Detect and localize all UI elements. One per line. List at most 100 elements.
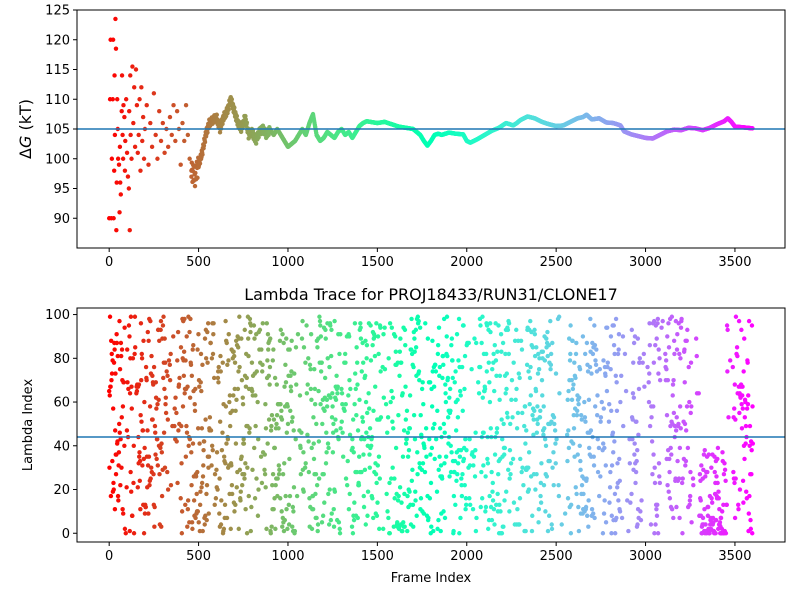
lambda-point xyxy=(429,404,435,409)
lambda-point xyxy=(617,509,623,514)
lambda-point xyxy=(717,520,723,525)
lambda-point xyxy=(617,456,622,462)
lambda-point xyxy=(368,358,374,363)
lambda-point xyxy=(198,380,203,385)
lambda-point xyxy=(515,506,520,512)
lambda-point xyxy=(288,373,293,378)
lambda-point xyxy=(723,531,729,536)
lambda-point xyxy=(570,386,576,392)
lambda-point xyxy=(197,384,202,389)
lambda-point xyxy=(435,351,441,357)
lambda-point xyxy=(361,493,366,499)
lambda-point xyxy=(108,338,114,344)
lambda-point xyxy=(498,332,504,337)
lambda-point xyxy=(542,426,547,431)
lambda-point xyxy=(274,412,280,418)
lambda-point xyxy=(374,321,379,326)
lambda-point xyxy=(124,485,129,490)
lambda-point xyxy=(132,351,137,357)
lambda-point xyxy=(269,412,275,418)
lambda-point xyxy=(611,323,616,328)
lambda-point xyxy=(631,360,636,365)
lambda-point xyxy=(409,316,414,322)
lambda-point xyxy=(489,469,494,475)
lambda-point xyxy=(168,351,173,357)
lambda-point xyxy=(687,399,692,405)
lambda-point xyxy=(252,336,257,341)
y-tick-label: 80 xyxy=(53,352,70,367)
lambda-point xyxy=(367,465,372,470)
lambda-point xyxy=(110,458,115,464)
lambda-point xyxy=(386,356,391,361)
lambda-point xyxy=(431,528,436,534)
lambda-point xyxy=(397,485,403,490)
lambda-point xyxy=(676,421,681,427)
lambda-point xyxy=(689,404,694,409)
lambda-point xyxy=(543,443,549,448)
lambda-point xyxy=(385,430,390,435)
lambda-point xyxy=(252,496,258,501)
lambda-point xyxy=(313,491,318,497)
lambda-point xyxy=(151,472,156,477)
lambda-point xyxy=(258,454,264,459)
lambda-point xyxy=(367,426,373,431)
lambda-point xyxy=(542,358,548,363)
lambda-point xyxy=(271,417,277,422)
delta-g-point xyxy=(162,150,167,155)
lambda-point xyxy=(593,362,599,368)
lambda-point xyxy=(233,502,238,508)
lambda-point xyxy=(174,439,179,444)
lambda-point xyxy=(188,316,193,322)
lambda-point xyxy=(328,353,334,359)
lambda-point xyxy=(276,463,282,468)
lambda-point xyxy=(314,515,319,521)
lambda-point xyxy=(363,522,368,527)
lambda-point xyxy=(271,347,276,352)
lambda-point xyxy=(617,478,622,483)
lambda-point xyxy=(527,402,532,407)
lambda-point xyxy=(653,342,658,348)
delta-g-point xyxy=(226,107,231,112)
lambda-point xyxy=(126,386,131,392)
lambda-point xyxy=(592,323,597,328)
lambda-point xyxy=(679,480,685,486)
lambda-point xyxy=(583,504,589,510)
lambda-point xyxy=(616,332,622,337)
lambda-point xyxy=(273,526,278,532)
lambda-point xyxy=(111,480,116,486)
lambda-point xyxy=(190,441,196,446)
lambda-point xyxy=(671,410,677,416)
lambda-point xyxy=(266,417,272,422)
delta-g-point xyxy=(146,162,151,167)
lambda-point xyxy=(134,388,140,394)
lambda-point xyxy=(331,506,336,512)
lambda-point xyxy=(474,515,479,521)
lambda-point xyxy=(664,367,669,372)
lambda-point xyxy=(285,526,290,532)
lambda-point xyxy=(508,461,514,466)
lambda-point xyxy=(182,316,187,322)
lambda-point xyxy=(162,386,167,392)
lambda-point xyxy=(347,491,352,497)
lambda-point xyxy=(382,325,387,330)
lambda-point xyxy=(280,332,285,337)
lambda-point xyxy=(360,419,366,424)
lambda-point xyxy=(184,430,190,435)
lambda-point xyxy=(172,406,177,411)
lambda-point xyxy=(308,332,314,337)
lambda-point xyxy=(201,439,207,444)
lambda-point xyxy=(466,340,471,346)
lambda-point xyxy=(471,454,477,459)
lambda-point xyxy=(292,371,297,376)
lambda-point xyxy=(202,336,208,341)
lambda-point xyxy=(178,496,183,501)
delta-g-point xyxy=(234,113,240,119)
lambda-point xyxy=(125,380,130,385)
lambda-point xyxy=(430,369,435,374)
lambda-point xyxy=(393,445,399,451)
lambda-point xyxy=(112,347,117,352)
lambda-point xyxy=(499,531,505,536)
lambda-point xyxy=(246,493,251,499)
lambda-point xyxy=(148,318,153,324)
